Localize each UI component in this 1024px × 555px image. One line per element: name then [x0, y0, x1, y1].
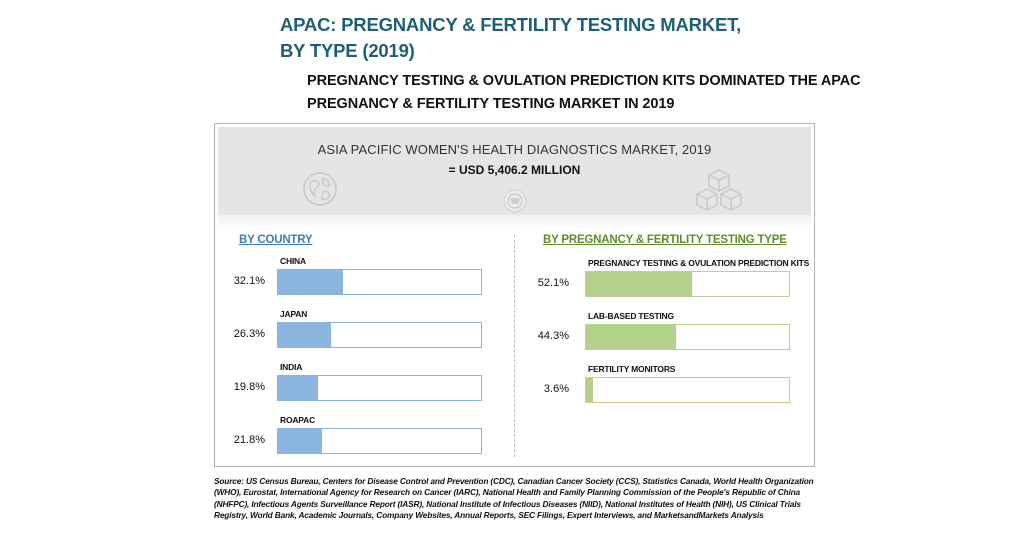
title-line-2: BY TYPE (2019) — [280, 40, 415, 61]
bar-category-label: JAPAN — [280, 309, 308, 319]
by-type-heading: BY PREGNANCY & FERTILITY TESTING TYPE — [543, 234, 787, 246]
by-country-heading: BY COUNTRY — [239, 234, 313, 246]
bar — [278, 429, 323, 453]
bar — [278, 376, 319, 400]
bar-category-label: PREGNANCY TESTING & OVULATION PREDICTION… — [588, 258, 810, 268]
subtitle-line-2: PREGNANCY & FERTILITY TESTING MARKET IN … — [307, 96, 675, 112]
banner-title: ASIA PACIFIC WOMEN'S HEALTH DIAGNOSTICS … — [317, 142, 712, 157]
bar-track — [277, 322, 482, 348]
bar — [278, 323, 332, 347]
globe-icon — [303, 172, 337, 206]
source-note: Source: US Census Bureau, Centers for Di… — [214, 476, 814, 521]
bar-value-label: 3.6% — [543, 383, 569, 395]
bar — [586, 272, 692, 296]
medal-icon — [503, 189, 527, 213]
bar-track — [277, 269, 482, 295]
page-subtitle: PREGNANCY TESTING & OVULATION PREDICTION… — [307, 70, 861, 116]
market-banner: ASIA PACIFIC WOMEN'S HEALTH DIAGNOSTICS … — [218, 127, 811, 215]
bar-value-label: 21.8% — [233, 434, 265, 446]
bar-value-label: 52.1% — [537, 277, 569, 289]
infographic-panel: ASIA PACIFIC WOMEN'S HEALTH DIAGNOSTICS … — [214, 123, 815, 467]
bar-category-label: LAB-BASED TESTING — [588, 311, 674, 321]
bar-track — [277, 428, 482, 454]
bar-value-label: 26.3% — [233, 328, 265, 340]
bar-value-label: 32.1% — [233, 275, 265, 287]
bar-value-label: 44.3% — [537, 330, 569, 342]
bar-track — [585, 324, 790, 350]
bar — [586, 378, 594, 402]
title-line-1: APAC: PREGNANCY & FERTILITY TESTING MARK… — [280, 14, 742, 35]
bar-value-label: 19.8% — [233, 381, 265, 393]
bar — [586, 325, 676, 349]
banner-value: = USD 5,406.2 MILLION — [448, 163, 581, 177]
bar-track — [585, 271, 790, 297]
bar-track — [585, 377, 790, 403]
bar-track — [277, 375, 482, 401]
bar-category-label: INDIA — [280, 362, 303, 372]
subtitle-line-1: PREGNANCY TESTING & OVULATION PREDICTION… — [307, 73, 861, 89]
column-separator — [514, 235, 515, 457]
banner-divider — [218, 215, 811, 229]
bar-category-label: FERTILITY MONITORS — [588, 364, 676, 374]
page-title: APAC: PREGNANCY & FERTILITY TESTING MARK… — [280, 12, 741, 64]
bar-category-label: ROAPAC — [280, 415, 316, 425]
cubes-icon — [696, 169, 742, 211]
bar-category-label: CHINA — [280, 256, 306, 266]
bar — [278, 270, 344, 294]
